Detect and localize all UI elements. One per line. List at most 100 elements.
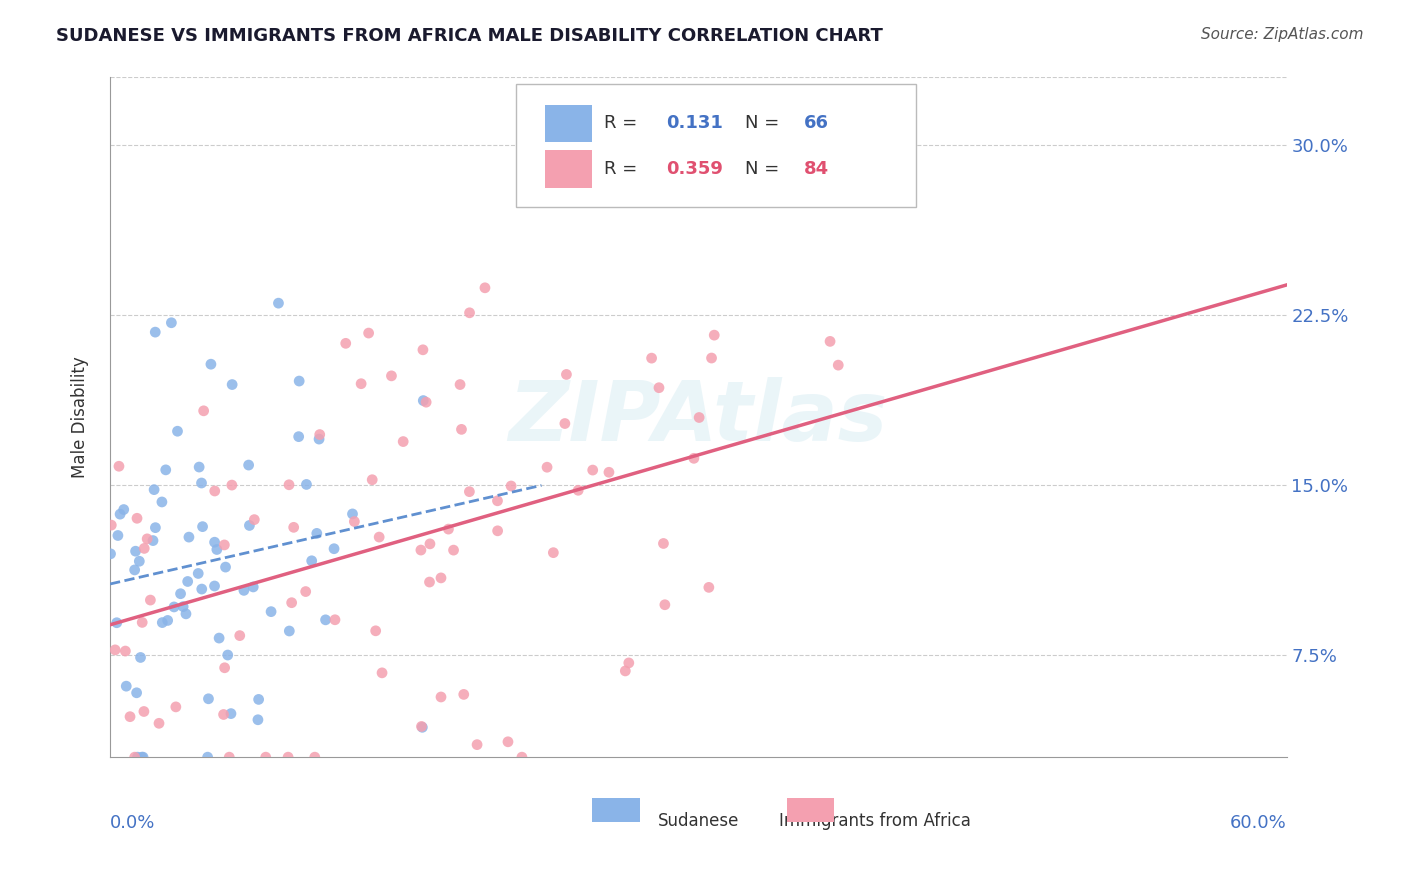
Point xyxy=(125,686,148,700)
Point xyxy=(411,719,433,733)
Point xyxy=(176,574,198,589)
Point xyxy=(350,376,373,391)
Point xyxy=(323,541,346,556)
Point xyxy=(112,502,135,516)
Point xyxy=(267,296,290,310)
Point xyxy=(177,530,200,544)
Point xyxy=(219,706,242,721)
FancyBboxPatch shape xyxy=(516,84,915,207)
Point xyxy=(357,326,380,340)
Point xyxy=(371,665,394,680)
Point xyxy=(640,351,662,365)
Text: Sudanese: Sudanese xyxy=(658,812,740,830)
Point xyxy=(125,511,148,525)
Point xyxy=(118,709,141,723)
Point xyxy=(700,351,723,365)
Point xyxy=(107,528,129,542)
Point xyxy=(443,543,465,558)
Point xyxy=(308,427,330,442)
Point xyxy=(567,483,589,498)
Point xyxy=(287,430,309,444)
Point xyxy=(115,679,138,693)
Point xyxy=(453,687,475,701)
Point xyxy=(409,543,432,558)
Text: SUDANESE VS IMMIGRANTS FROM AFRICA MALE DISABILITY CORRELATION CHART: SUDANESE VS IMMIGRANTS FROM AFRICA MALE … xyxy=(56,27,883,45)
Point xyxy=(486,524,509,538)
Point xyxy=(229,629,252,643)
Point xyxy=(364,624,387,638)
Point xyxy=(132,705,155,719)
Point xyxy=(254,750,277,764)
Point xyxy=(169,587,191,601)
Point xyxy=(165,699,187,714)
Point xyxy=(474,281,496,295)
Point xyxy=(465,738,488,752)
Point xyxy=(343,515,366,529)
Point xyxy=(104,643,127,657)
Point xyxy=(688,410,710,425)
Text: 0.359: 0.359 xyxy=(666,161,724,178)
FancyBboxPatch shape xyxy=(546,104,592,142)
Point xyxy=(277,750,299,764)
Point xyxy=(124,544,146,558)
Text: 60.0%: 60.0% xyxy=(1230,814,1286,832)
Point xyxy=(280,596,302,610)
Point xyxy=(197,691,219,706)
Point xyxy=(458,484,481,499)
Point xyxy=(652,536,675,550)
Point xyxy=(598,465,620,479)
Point xyxy=(172,599,194,614)
Point xyxy=(536,460,558,475)
Point xyxy=(200,357,222,371)
Point xyxy=(246,713,269,727)
Point xyxy=(247,692,270,706)
Point xyxy=(131,615,153,630)
Point xyxy=(214,538,236,552)
Point xyxy=(208,631,231,645)
Point xyxy=(145,521,167,535)
Point xyxy=(160,316,183,330)
Point xyxy=(450,422,472,436)
Point xyxy=(510,750,533,764)
FancyBboxPatch shape xyxy=(592,798,640,822)
Point xyxy=(294,584,316,599)
Point xyxy=(543,546,565,560)
Point xyxy=(419,537,441,551)
Point xyxy=(129,650,152,665)
Point xyxy=(295,477,318,491)
Point xyxy=(361,473,384,487)
Point xyxy=(143,325,166,339)
Point xyxy=(166,424,188,438)
Text: R =: R = xyxy=(605,114,643,132)
Point xyxy=(412,393,434,408)
Text: ZIPAtlas: ZIPAtlas xyxy=(509,376,889,458)
Point xyxy=(217,648,239,662)
Point xyxy=(430,571,453,585)
Point xyxy=(163,599,186,614)
Point xyxy=(437,522,460,536)
Point xyxy=(243,513,266,527)
Point xyxy=(418,575,440,590)
Point xyxy=(323,613,346,627)
Point xyxy=(136,532,159,546)
Point xyxy=(142,533,165,548)
Point xyxy=(304,750,326,764)
Point xyxy=(214,661,236,675)
Text: 84: 84 xyxy=(804,161,830,178)
Point xyxy=(697,580,720,594)
Point xyxy=(212,707,235,722)
Text: Source: ZipAtlas.com: Source: ZipAtlas.com xyxy=(1201,27,1364,42)
Point xyxy=(204,535,226,549)
Text: 66: 66 xyxy=(804,114,830,132)
Text: Immigrants from Africa: Immigrants from Africa xyxy=(779,812,970,830)
Point xyxy=(242,580,264,594)
Text: 0.131: 0.131 xyxy=(666,114,724,132)
Point xyxy=(214,560,236,574)
Point xyxy=(100,518,122,533)
Point xyxy=(288,374,311,388)
Point xyxy=(193,404,215,418)
Point xyxy=(703,328,725,343)
Point xyxy=(648,381,671,395)
FancyBboxPatch shape xyxy=(546,150,592,187)
Point xyxy=(205,542,228,557)
